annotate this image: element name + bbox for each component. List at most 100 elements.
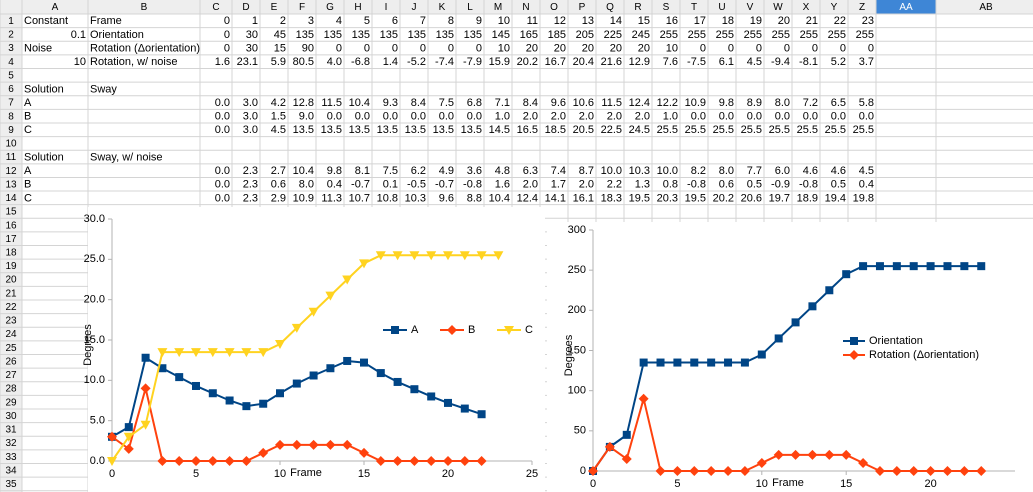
marker <box>842 270 851 279</box>
marker <box>391 326 399 334</box>
cell-text: 10.3 <box>629 165 650 177</box>
cell-text: 0.5 <box>747 179 762 191</box>
column-header: H <box>354 2 361 13</box>
cell-text: 1 <box>252 15 258 27</box>
cell-text: 30 <box>246 42 258 54</box>
marker <box>476 251 487 261</box>
cell-text: 0 <box>420 42 426 54</box>
cell-text: 10.9 <box>293 192 314 204</box>
cell-text: 13.5 <box>461 124 482 136</box>
marker <box>850 337 858 345</box>
cell-text: 6.5 <box>831 97 846 109</box>
column-header: J <box>412 2 417 13</box>
cell-text: 25.5 <box>853 124 874 136</box>
cell-text: 3.7 <box>859 56 874 68</box>
cell-text: 4.8 <box>495 165 510 177</box>
cell-text: 20.6 <box>741 192 762 204</box>
marker <box>459 251 470 261</box>
cell-text: 0 <box>812 42 818 54</box>
cell-text: 0.0 <box>691 111 706 123</box>
cell-text: 20 <box>778 15 790 27</box>
marker <box>908 466 919 476</box>
cell-text: 16.1 <box>573 192 594 204</box>
marker <box>158 364 167 373</box>
y-axis-label: Degrees <box>563 334 575 376</box>
series-line <box>111 254 499 462</box>
marker <box>443 456 453 466</box>
cell-text: 135 <box>324 29 342 41</box>
cell-text: 6.1 <box>719 56 734 68</box>
marker <box>157 348 168 358</box>
cell-text: 25.5 <box>825 124 846 136</box>
marker <box>192 381 200 390</box>
marker <box>807 449 818 460</box>
cell-text: 10.4 <box>349 97 370 109</box>
cell-text: 21 <box>806 15 818 27</box>
y-tick-label: 30.0 <box>84 213 105 225</box>
cell-text: 0.1 <box>383 179 398 191</box>
cell-text: 18.9 <box>797 192 818 204</box>
cell-text: 25.5 <box>741 124 762 136</box>
marker <box>208 389 217 398</box>
y-tick-label: 0.0 <box>90 455 105 467</box>
selected-column-header <box>876 0 936 14</box>
cell-text: 4 <box>336 15 342 27</box>
marker <box>459 456 470 466</box>
row-header: 15 <box>5 207 17 218</box>
cell-text: Orientation <box>90 29 144 41</box>
marker <box>909 262 918 271</box>
marker <box>224 456 235 466</box>
cell-text: 8.0 <box>719 165 734 177</box>
cell-text: 9.6 <box>439 192 454 204</box>
marker <box>504 326 514 335</box>
marker <box>604 441 615 452</box>
marker <box>207 348 218 358</box>
marker <box>359 259 369 269</box>
column-header: I <box>385 2 388 13</box>
marker <box>241 348 252 358</box>
row-header: 12 <box>5 166 17 177</box>
marker <box>942 466 953 476</box>
marker <box>191 348 201 358</box>
cell-text: 25.5 <box>797 124 818 136</box>
marker <box>342 275 353 285</box>
cell-text: 20 <box>610 42 622 54</box>
marker <box>174 456 185 466</box>
marker <box>276 389 284 398</box>
marker <box>757 350 766 359</box>
marker <box>443 251 453 261</box>
cell-text: 6.3 <box>523 165 538 177</box>
cell-text: 255 <box>660 29 678 41</box>
marker <box>724 358 733 367</box>
marker <box>739 466 750 476</box>
marker <box>859 262 868 271</box>
column-header: Y <box>831 2 838 13</box>
cell-text: 165 <box>520 29 538 41</box>
cell-text: 0.0 <box>719 111 734 123</box>
cell-text: 0.0 <box>775 111 790 123</box>
column-header: N <box>522 2 529 13</box>
y-tick-label: 25.0 <box>84 253 105 265</box>
cell-text: 0 <box>756 42 762 54</box>
cell-text: 2.3 <box>243 179 258 191</box>
marker <box>392 251 403 261</box>
marker <box>410 385 419 394</box>
cell-text: 2.9 <box>271 192 286 204</box>
cell-text: 5 <box>364 15 370 27</box>
cell-text: 12.9 <box>629 56 650 68</box>
marker <box>343 356 352 365</box>
y-tick-label: 50 <box>574 425 586 437</box>
marker <box>140 420 151 430</box>
cell-text: 8.1 <box>355 165 370 177</box>
cell-text: 13.5 <box>377 124 398 136</box>
marker <box>275 340 285 350</box>
cell-text: 0 <box>392 42 398 54</box>
cell-text: 45 <box>274 29 286 41</box>
marker <box>756 457 767 468</box>
row-header: 23 <box>5 316 17 327</box>
cell-text: 10.4 <box>489 192 510 204</box>
column-header: X <box>803 2 810 13</box>
marker <box>875 262 884 271</box>
column-header: G <box>326 2 334 13</box>
x-tick-label: 10 <box>756 478 768 490</box>
